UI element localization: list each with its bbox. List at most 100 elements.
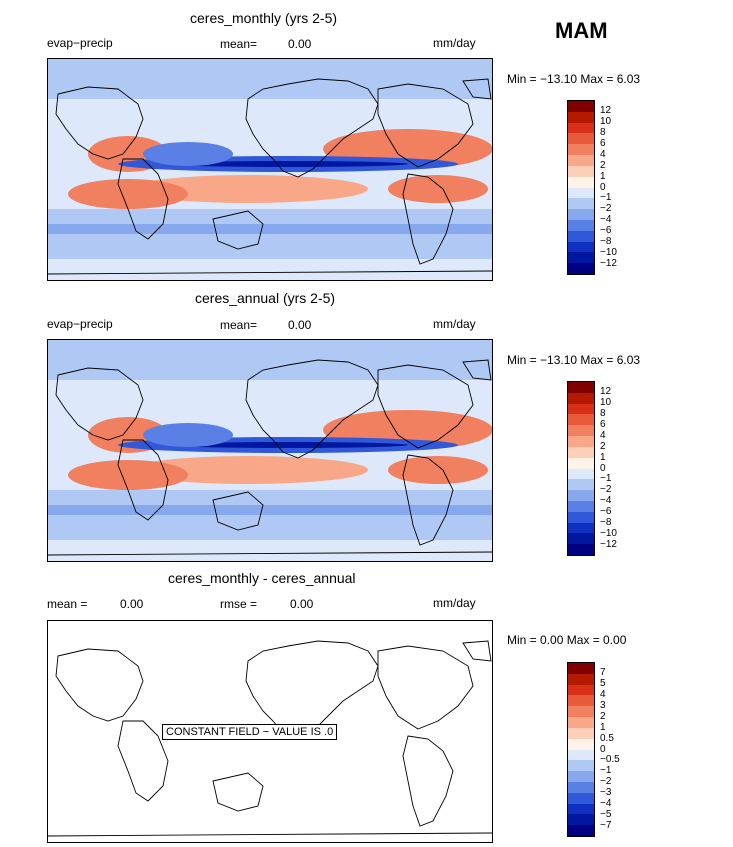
field-itcz-core	[168, 161, 408, 167]
colorbar-swatch	[568, 673, 594, 685]
colorbar-tick-label: 0	[600, 181, 606, 193]
colorbar-swatch	[568, 663, 594, 674]
colorbar-swatch	[568, 133, 594, 145]
season-label: MAM	[555, 18, 608, 43]
coastline	[377, 364, 474, 449]
colorbar-swatch	[568, 122, 594, 134]
colorbar-swatch	[568, 144, 594, 156]
field-maritime-continent	[143, 423, 233, 447]
colorbar-tick-label: 1	[600, 451, 606, 463]
panel1-map	[47, 58, 493, 281]
colorbar-tick-label: 8	[600, 126, 606, 138]
colorbar-swatch	[568, 101, 594, 112]
field-subtropical-south-c	[388, 175, 488, 203]
colorbar-tick-label: −3	[600, 787, 612, 799]
colorbar-swatch	[568, 803, 594, 815]
panel2-mean-label: mean=	[220, 318, 258, 332]
colorbar-swatch	[568, 792, 594, 804]
colorbar-swatch	[568, 392, 594, 404]
coastline	[212, 491, 264, 531]
colorbar-tick-label: 5	[600, 677, 606, 689]
panel3-mean-label: mean =	[47, 597, 88, 611]
colorbar-tick-label: 7	[600, 666, 606, 678]
colorbar-tick-label: 4	[600, 688, 606, 700]
colorbar-swatch	[568, 436, 594, 447]
colorbar-swatch	[568, 544, 594, 555]
colorbar-swatch	[568, 727, 594, 739]
panel1-variable-label: evap−precip	[47, 36, 113, 50]
colorbar-swatch	[568, 457, 594, 469]
coastline	[402, 173, 454, 265]
coastline	[48, 832, 492, 837]
constant-field-message: CONSTANT FIELD − VALUE IS .0	[162, 724, 338, 740]
colorbar-tick-label: −1	[600, 765, 612, 777]
colorbar-swatch	[568, 695, 594, 707]
coastline	[377, 645, 474, 730]
colorbar-swatch	[568, 252, 594, 264]
colorbar-swatch	[568, 263, 594, 274]
field-subtropical-south-b	[68, 460, 188, 490]
panel3-title: ceres_monthly - ceres_annual	[168, 570, 356, 586]
colorbar-tick-label: 6	[600, 137, 606, 149]
colorbar-swatch	[568, 684, 594, 696]
coastline	[212, 772, 264, 812]
colorbar-tick-label: 2	[600, 440, 606, 452]
colorbar-tick-label: −7	[600, 820, 612, 832]
coastline	[245, 78, 379, 178]
panel2-field	[48, 340, 492, 561]
panel1-field	[48, 59, 492, 280]
colorbar-tick-label: −8	[600, 517, 612, 529]
panel1-mean-label: mean=	[220, 37, 258, 51]
colorbar-swatch	[568, 176, 594, 188]
colorbar-swatch	[568, 241, 594, 253]
colorbar-swatch	[568, 760, 594, 772]
coastline	[212, 210, 264, 250]
field-subtropical-south-b	[68, 179, 188, 209]
panel3-rmse-label: rmse =	[220, 597, 258, 611]
field-subtropical-south-a	[128, 456, 368, 484]
coastline	[48, 551, 492, 556]
colorbar-swatch	[568, 468, 594, 480]
colorbar-swatch	[568, 414, 594, 426]
colorbar-tick-label: −8	[600, 236, 612, 248]
colorbar-tick-label: 12	[600, 385, 612, 397]
colorbar-tick-label: −2	[600, 484, 612, 496]
field-subtropical-south-a	[128, 175, 368, 203]
colorbar-tick-label: −12	[600, 258, 617, 270]
colorbar-tick-label: 8	[600, 407, 606, 419]
coastline	[48, 270, 492, 275]
colorbar-tick-label: 2	[600, 710, 606, 722]
colorbar-swatch	[568, 446, 594, 458]
coastline	[402, 735, 454, 827]
coastline	[117, 720, 169, 802]
panel2-mean-value: 0.00	[288, 318, 312, 332]
colorbar-swatch	[568, 771, 594, 782]
colorbar-tick-label: −10	[600, 528, 617, 540]
colorbar-swatch	[568, 425, 594, 437]
coastline	[377, 83, 474, 168]
panel2-units: mm/day	[433, 317, 476, 331]
field-storm-track	[48, 224, 492, 234]
field-subtropical-south-c	[388, 456, 488, 484]
panel1-mean-value: 0.00	[288, 37, 312, 51]
colorbar-swatch	[568, 749, 594, 761]
colorbar-swatch	[568, 814, 594, 826]
colorbar-tick-label: 10	[600, 115, 612, 127]
colorbar-tick-label: 2	[600, 159, 606, 171]
colorbar-tick-label: −2	[600, 776, 612, 788]
colorbar-swatch	[568, 533, 594, 545]
coastline	[55, 86, 144, 160]
coastline	[55, 648, 144, 722]
field-itcz-core	[168, 442, 408, 448]
colorbar-tick-label: −6	[600, 506, 612, 518]
colorbar-swatch	[568, 111, 594, 123]
field-maritime-continent	[143, 142, 233, 166]
colorbar-swatch	[568, 706, 594, 718]
panel2-title: ceres_annual (yrs 2-5)	[195, 290, 336, 306]
panel1-colorbar	[567, 100, 595, 275]
colorbar-swatch	[568, 781, 594, 793]
colorbar-tick-label: −5	[600, 809, 612, 821]
colorbar-swatch	[568, 717, 594, 728]
colorbar-swatch	[568, 382, 594, 393]
colorbar-tick-label: −4	[600, 214, 612, 226]
